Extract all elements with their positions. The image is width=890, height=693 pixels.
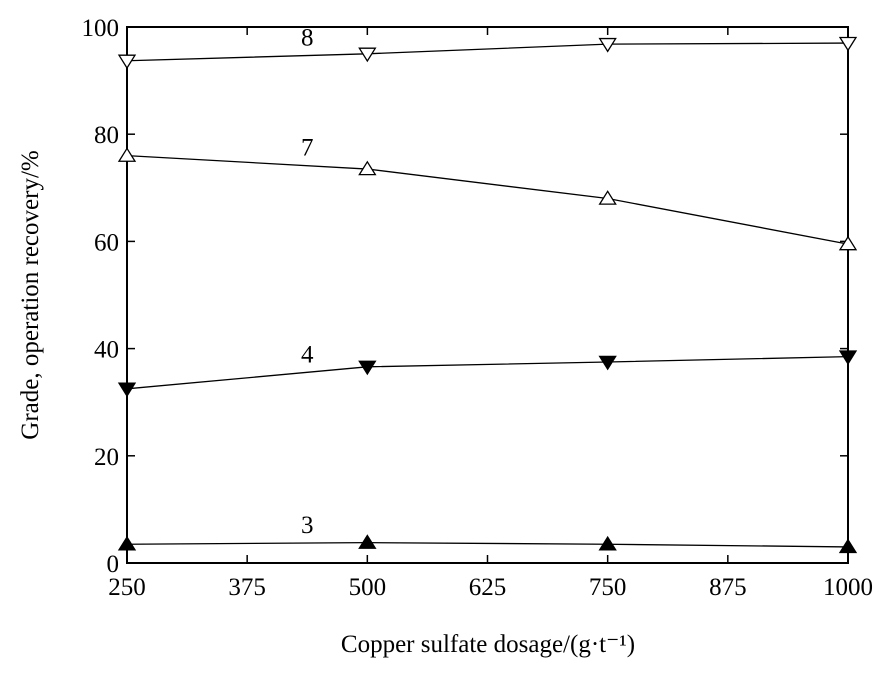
marker <box>838 235 858 251</box>
x-tick-label: 375 <box>228 574 266 601</box>
x-axis-title: Copper sulfate dosage/(g·t⁻¹) <box>341 631 635 658</box>
y-tick-label: 40 <box>94 337 119 364</box>
marker <box>117 535 137 551</box>
x-tick-label: 250 <box>108 574 146 601</box>
marker <box>358 534 377 549</box>
marker <box>838 538 858 554</box>
series-label: 8 <box>301 25 314 52</box>
marker <box>117 54 137 70</box>
series-label: 7 <box>301 135 314 162</box>
series-line <box>126 541 849 548</box>
series-label: 4 <box>301 341 314 368</box>
marker <box>598 535 617 551</box>
series-line <box>126 154 849 245</box>
marker <box>598 355 617 371</box>
marker <box>117 382 137 398</box>
x-tick-label: 1000 <box>823 574 873 601</box>
marker <box>358 160 377 176</box>
y-tick-label: 60 <box>94 229 119 256</box>
series-line <box>126 42 849 62</box>
marker <box>358 47 377 63</box>
series-label: 3 <box>301 512 314 539</box>
marker <box>598 190 617 205</box>
y-tick-label: 20 <box>94 444 119 471</box>
x-tick-label: 500 <box>349 574 387 601</box>
y-tick-label: 80 <box>94 122 119 149</box>
x-tick-label: 750 <box>589 574 627 601</box>
plot-frame <box>126 26 849 564</box>
marker <box>838 36 858 52</box>
marker <box>117 147 137 162</box>
marker <box>598 37 617 53</box>
y-tick-label: 100 <box>82 15 120 42</box>
y-tick-label: 0 <box>107 551 120 578</box>
marker <box>838 350 858 366</box>
x-tick-label: 875 <box>709 574 747 601</box>
marker <box>358 360 377 376</box>
x-tick-label: 625 <box>469 574 507 601</box>
y-axis-title: Grade, operation recovery/% <box>17 150 44 439</box>
series-line <box>126 355 849 390</box>
